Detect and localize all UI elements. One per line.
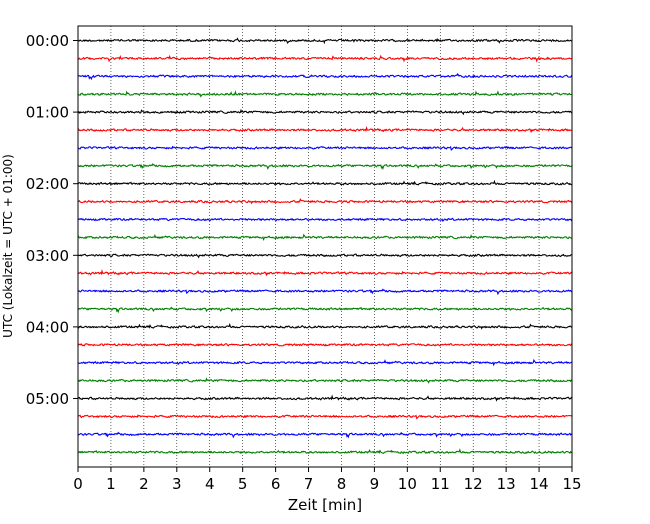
- x-tick-label: 10: [398, 475, 417, 493]
- x-tick-label: 3: [172, 475, 182, 493]
- trace-line: [77, 448, 573, 455]
- trace-line: [77, 431, 573, 439]
- trace-line: [77, 72, 573, 81]
- plot-frame: [77, 25, 573, 468]
- y-tick-label: 00:00: [26, 32, 69, 50]
- trace-line: [77, 414, 573, 420]
- trace-line: [77, 253, 573, 259]
- y-axis-label: UTC (Lokalzeit = UTC + 01:00): [1, 154, 15, 338]
- trace-line: [77, 394, 573, 402]
- trace-line: [77, 108, 573, 116]
- trace-line: [77, 163, 573, 171]
- trace-line: [77, 145, 573, 151]
- x-tick-label: 0: [73, 475, 83, 493]
- trace-layer: [77, 37, 573, 455]
- trace-line: [77, 377, 573, 384]
- x-tick-label: 14: [530, 475, 549, 493]
- x-tick-label: 2: [139, 475, 149, 493]
- x-tick-label: 1: [106, 475, 116, 493]
- trace-line: [77, 125, 573, 134]
- x-tick-label: 6: [271, 475, 281, 493]
- x-tick-label: 8: [337, 475, 347, 493]
- x-tick-label: 12: [464, 475, 483, 493]
- y-axis-ticks: 00:00 01:00 02:00 03:00 04:00 05:00: [26, 32, 78, 408]
- trace-line: [77, 358, 573, 367]
- y-tick-label: 01:00: [26, 104, 69, 122]
- x-tick-label: 5: [238, 475, 248, 493]
- trace-line: [77, 342, 573, 347]
- trace-line: [77, 269, 573, 277]
- x-axis-label: Zeit [min]: [288, 496, 362, 514]
- trace-line: [77, 89, 573, 98]
- trace-line: [77, 37, 573, 45]
- y-tick-label: 05:00: [26, 390, 69, 408]
- trace-line: [77, 288, 573, 296]
- trace-line: [77, 179, 573, 186]
- x-axis-ticks: 0 1 2 3 4 5 6 7 8 9 10 11 12 13 14 15: [73, 467, 582, 493]
- trace-line: [77, 323, 573, 330]
- x-tick-label: 11: [431, 475, 450, 493]
- x-tick-label: 15: [562, 475, 581, 493]
- x-tick-label: 9: [370, 475, 380, 493]
- trace-line: [77, 217, 573, 223]
- trace-line: [77, 306, 573, 314]
- grid-layer: [110, 26, 540, 467]
- x-tick-label: 7: [304, 475, 314, 493]
- x-tick-label: 4: [205, 475, 215, 493]
- y-tick-label: 02:00: [26, 175, 69, 193]
- trace-line: [77, 198, 573, 205]
- y-tick-label: 04:00: [26, 318, 69, 336]
- trace-line: [77, 233, 573, 242]
- trace-line: [77, 54, 573, 63]
- y-tick-label: 03:00: [26, 247, 69, 265]
- x-tick-label: 13: [497, 475, 516, 493]
